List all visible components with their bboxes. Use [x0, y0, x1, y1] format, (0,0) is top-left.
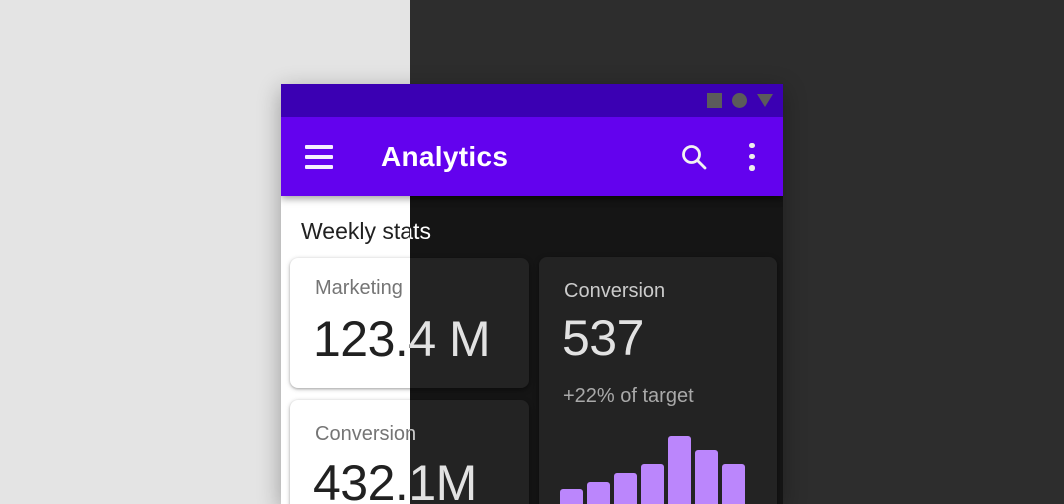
chart-bar: [587, 482, 610, 504]
stat-card-conversion-2[interactable]: Conversion 432.1M: [410, 400, 529, 504]
section-heading: Weekly stats: [410, 218, 431, 245]
stat-card-marketing[interactable]: Marketing 123.4 M: [410, 258, 529, 388]
chart-bar: [695, 450, 718, 504]
stat-subtext: +22% of target: [563, 385, 694, 407]
circle-status-icon: [732, 93, 747, 108]
chart-bar: [560, 489, 583, 504]
stat-label: Marketing: [315, 277, 403, 299]
stat-value: 537: [562, 310, 644, 366]
menu-icon[interactable]: [305, 144, 333, 169]
chart-bar: [722, 464, 745, 504]
stat-label: Conversion: [315, 423, 417, 445]
chart-bar: [641, 464, 664, 504]
search-icon[interactable]: [679, 142, 709, 172]
chart-bar: [614, 473, 637, 504]
bar-chart: [560, 436, 750, 504]
square-status-icon: [707, 93, 722, 108]
app-bar: Analytics: [281, 117, 783, 196]
stat-card-conversion[interactable]: Conversion 537 +22% of target: [539, 257, 777, 504]
stat-value: 432.1M: [410, 458, 477, 504]
section-heading: Weekly stats: [301, 218, 431, 244]
stat-value: 123.4 M: [410, 314, 491, 364]
stat-label: Conversion: [564, 280, 666, 302]
chart-bar: [668, 436, 691, 504]
overflow-menu-icon[interactable]: [743, 142, 761, 171]
stat-label: Conversion: [410, 423, 416, 446]
triangle-down-status-icon: [757, 94, 773, 107]
status-bar: [281, 84, 783, 117]
app-title: Analytics: [381, 140, 509, 172]
